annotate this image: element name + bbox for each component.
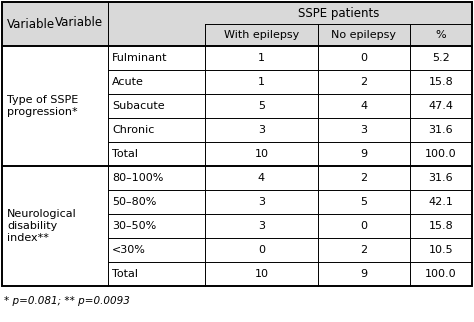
Text: 100.0: 100.0: [425, 149, 457, 159]
Text: Acute: Acute: [112, 77, 144, 87]
Text: Variable: Variable: [7, 17, 55, 31]
Bar: [2, 2, 472, 286]
Text: Total: Total: [112, 149, 138, 159]
Text: 0: 0: [361, 53, 367, 63]
Bar: [2, 190, 472, 214]
Text: 15.8: 15.8: [428, 221, 453, 231]
Text: Total: Total: [112, 269, 138, 279]
Bar: [2, 238, 472, 262]
Bar: [2, 2, 205, 46]
Text: 4: 4: [258, 173, 265, 183]
Text: Subacute: Subacute: [112, 101, 164, 111]
Bar: [2, 70, 472, 94]
Text: With epilepsy: With epilepsy: [224, 30, 299, 40]
Bar: [2, 262, 472, 286]
Text: 30–50%: 30–50%: [112, 221, 156, 231]
Text: 5.2: 5.2: [432, 53, 450, 63]
Text: <30%: <30%: [112, 245, 146, 255]
Text: No epilepsy: No epilepsy: [331, 30, 396, 40]
Text: 0: 0: [361, 221, 367, 231]
Text: 1: 1: [258, 77, 265, 87]
Text: Fulminant: Fulminant: [112, 53, 167, 63]
Bar: [2, 118, 472, 142]
Bar: [2, 94, 472, 118]
Bar: [2, 46, 472, 70]
Text: 2: 2: [360, 77, 367, 87]
Text: 47.4: 47.4: [428, 101, 454, 111]
Text: 100.0: 100.0: [425, 269, 457, 279]
Text: 50–80%: 50–80%: [112, 197, 156, 207]
Text: 31.6: 31.6: [428, 125, 453, 135]
Bar: [205, 24, 472, 46]
Text: 10: 10: [255, 269, 268, 279]
Text: 10.5: 10.5: [428, 245, 453, 255]
Text: 5: 5: [258, 101, 265, 111]
Text: Chronic: Chronic: [112, 125, 155, 135]
Text: 10: 10: [255, 149, 268, 159]
Text: 3: 3: [258, 197, 265, 207]
Bar: [2, 142, 472, 166]
Text: 4: 4: [360, 101, 367, 111]
Text: 31.6: 31.6: [428, 173, 453, 183]
Text: Variable: Variable: [55, 15, 103, 29]
Text: 3: 3: [361, 125, 367, 135]
Text: 9: 9: [360, 149, 367, 159]
Text: Type of SSPE
progression*: Type of SSPE progression*: [7, 95, 78, 117]
Text: 3: 3: [258, 125, 265, 135]
Text: 1: 1: [258, 53, 265, 63]
Text: 3: 3: [258, 221, 265, 231]
Text: 42.1: 42.1: [428, 197, 454, 207]
Text: SSPE patients: SSPE patients: [298, 6, 379, 20]
Text: Neurological
disability
index**: Neurological disability index**: [7, 209, 77, 242]
Text: * p=0.081; ** p=0.0093: * p=0.081; ** p=0.0093: [4, 296, 130, 306]
Bar: [2, 214, 472, 238]
Text: 80–100%: 80–100%: [112, 173, 164, 183]
Text: 2: 2: [360, 245, 367, 255]
Bar: [205, 2, 472, 24]
Bar: [2, 166, 472, 190]
Text: 5: 5: [361, 197, 367, 207]
Text: 15.8: 15.8: [428, 77, 453, 87]
Text: 2: 2: [360, 173, 367, 183]
Text: %: %: [436, 30, 447, 40]
Text: 0: 0: [258, 245, 265, 255]
Text: 9: 9: [360, 269, 367, 279]
